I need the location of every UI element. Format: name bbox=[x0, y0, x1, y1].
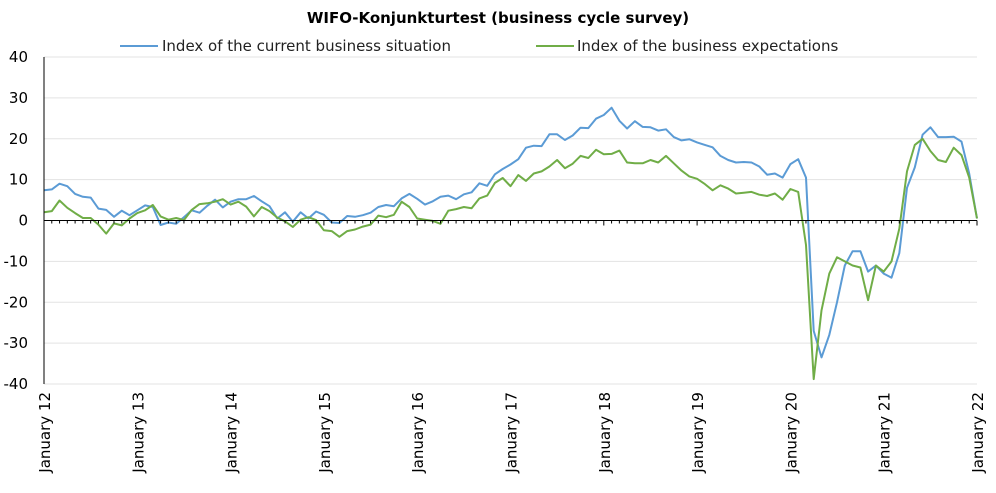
x-tick-label: January 18 bbox=[596, 392, 614, 474]
y-tick-label: 30 bbox=[9, 89, 28, 107]
series-line-current-situation bbox=[43, 106, 978, 359]
x-tick-label: January 12 bbox=[36, 392, 54, 474]
x-tick-label: January 22 bbox=[969, 392, 987, 474]
chart-title: WIFO-Konjunkturtest (business cycle surv… bbox=[307, 9, 689, 27]
series-line-business-expectations bbox=[43, 137, 978, 381]
x-tick-label: January 21 bbox=[876, 392, 894, 474]
y-tick-label: 40 bbox=[9, 48, 28, 66]
x-tick-label: January 19 bbox=[689, 392, 707, 474]
y-tick-label: -20 bbox=[4, 293, 29, 311]
legend: Index of the current business situation … bbox=[120, 37, 838, 55]
y-axis-ticks: -40 -30 -20 -10 0 10 20 30 40 bbox=[4, 48, 29, 393]
series-lines bbox=[43, 106, 978, 381]
x-axis-ticks: January 12 January 13 January 14 January 15… bbox=[36, 392, 987, 474]
y-tick-label: -10 bbox=[4, 252, 29, 270]
x-tick-label: January 16 bbox=[409, 392, 427, 474]
x-tick-label: January 17 bbox=[503, 392, 521, 474]
axes bbox=[43, 57, 978, 384]
legend-label-current-situation: Index of the current business situation bbox=[162, 37, 451, 55]
y-tick-label: -40 bbox=[4, 375, 29, 393]
x-tick-label: January 14 bbox=[223, 392, 241, 474]
y-tick-label: 20 bbox=[9, 130, 28, 148]
y-tick-label: -30 bbox=[4, 334, 29, 352]
x-tick-label: January 20 bbox=[782, 392, 800, 474]
y-tick-label: 0 bbox=[18, 212, 28, 230]
gridlines bbox=[44, 56, 977, 385]
y-tick-label: 10 bbox=[9, 171, 28, 189]
x-tick-label: January 13 bbox=[129, 392, 147, 474]
legend-label-business-expectations: Index of the business expectations bbox=[577, 37, 838, 55]
x-tick-label: January 15 bbox=[316, 392, 334, 474]
